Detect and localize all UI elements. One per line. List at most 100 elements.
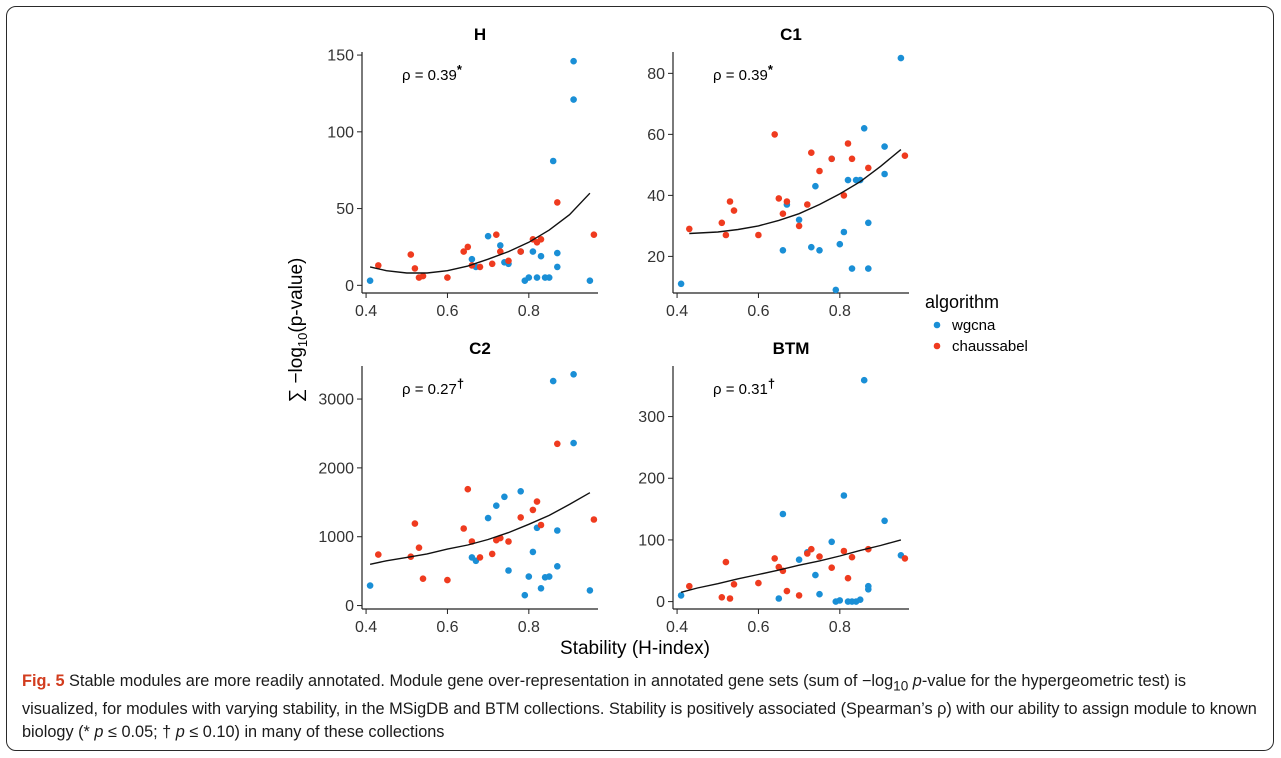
panel-btm-point-wgcna <box>779 510 787 518</box>
panel-c1-point-chaussabel <box>779 210 787 217</box>
legend-swatch-chaussabel <box>933 342 941 350</box>
panel-h-point-chaussabel <box>411 265 419 272</box>
panel-c1-point-chaussabel <box>686 225 693 233</box>
panel-c2-point-chaussabel <box>590 516 598 523</box>
panel-c1-point-wgcna <box>836 240 844 248</box>
panel-btm-point-chaussabel <box>804 550 811 557</box>
panel-h-point-chaussabel <box>464 243 472 251</box>
panel-c1-point-wgcna <box>812 182 819 190</box>
panel-h-point-wgcna <box>533 274 541 281</box>
panel-c2-rho-label: ρ = 0.27† <box>402 376 464 398</box>
panel-btm-point-chaussabel <box>718 594 726 601</box>
panel-btm-point-wgcna <box>828 538 835 546</box>
panel-c1-point-chaussabel <box>901 152 909 159</box>
panel-c2-point-chaussabel <box>415 544 423 551</box>
panel-btm-point-chaussabel <box>783 587 791 595</box>
panel-h-point-wgcna <box>570 96 577 103</box>
panel-c1-point-wgcna <box>856 176 864 184</box>
panel-h-point-chaussabel <box>517 248 524 255</box>
panel-h-point-chaussabel <box>493 231 500 238</box>
panel-c1-y-tick-label: 80 <box>647 66 665 83</box>
panel-c1-point-wgcna <box>881 143 888 150</box>
panel-btm-point-wgcna <box>795 556 803 563</box>
panel-c2-point-wgcna <box>505 567 512 574</box>
panel-c2-point-chaussabel <box>488 550 496 558</box>
panel-c2-point-wgcna <box>545 573 553 580</box>
caption-italic-p3: p <box>175 723 185 742</box>
panel-h-x-tick-label: 0.8 <box>518 303 540 320</box>
panel-h-point-wgcna <box>554 263 561 271</box>
panel-c1-rho-mark: * <box>768 62 774 77</box>
panel-c1-rho-label: ρ = 0.39* <box>713 62 774 84</box>
panel-c1-y-tick-label: 40 <box>647 188 665 205</box>
panel-btm-point-chaussabel <box>848 553 856 561</box>
caption-italic-p1: p <box>912 672 922 690</box>
panel-c2-x-tick-label: 0.4 <box>355 619 377 636</box>
panel-c2-point-wgcna <box>554 527 561 534</box>
panel-c1: C1 20 40 60 80 0.4 0.6 0.8 ρ = 0.39* <box>647 25 909 320</box>
panel-c1-fit-line <box>689 149 902 235</box>
caption-text-1: Stable modules are more readily annotate… <box>64 672 894 690</box>
panel-c1-x-tick-label: 0.8 <box>829 303 851 320</box>
panel-c1-point-chaussabel <box>775 195 783 202</box>
panel-h-y-tick-label: 50 <box>336 201 354 218</box>
panel-h-x-tick-label: 0.4 <box>355 303 377 320</box>
panel-c1-point-wgcna <box>832 286 840 294</box>
panel-h-fit-line <box>369 192 591 274</box>
caption-text-4: ≤ 0.05; † <box>103 723 176 742</box>
panel-btm-y-tick-label: 100 <box>638 532 665 549</box>
panel-c1-y-tick-label: 60 <box>647 127 665 144</box>
legend-entry-chaussabel: chaussabel <box>952 338 1028 355</box>
panel-c1-point-wgcna <box>779 247 787 254</box>
panel-c2-point-chaussabel <box>444 576 451 584</box>
panel-c1-point-chaussabel <box>808 149 815 156</box>
panel-btm-point-chaussabel <box>795 592 803 599</box>
panel-c1-point-wgcna <box>848 265 856 272</box>
panel-btm-rho-mark: † <box>768 376 775 391</box>
figure-caption: Fig. 5 Stable modules are more readily a… <box>22 670 1262 745</box>
panel-c1-point-chaussabel <box>844 140 852 147</box>
y-axis-label-suffix: (p-value) <box>286 258 307 333</box>
y-axis-label: ∑ −log10(p-value) <box>286 258 310 403</box>
panel-btm-point-wgcna <box>860 376 868 384</box>
caption-text-5: ≤ 0.10) in many of these collections <box>184 723 445 742</box>
panel-h-point-wgcna <box>366 277 374 285</box>
panel-c1-point-chaussabel <box>718 219 726 227</box>
panel-btm-point-chaussabel <box>755 579 762 587</box>
panel-c2-point-wgcna <box>570 439 577 447</box>
panel-c1-title: C1 <box>780 25 802 44</box>
panel-c1-point-wgcna <box>865 265 872 272</box>
panel-h-point-chaussabel <box>497 248 504 255</box>
panel-btm-point-chaussabel <box>686 582 693 590</box>
panel-h-point-chaussabel <box>407 251 415 258</box>
panel-c2-point-chaussabel <box>505 538 512 545</box>
panel-c2-point-wgcna <box>517 488 524 495</box>
panel-c2-point-chaussabel <box>476 554 484 561</box>
panel-h-point-wgcna <box>497 242 504 249</box>
panel-c2-point-wgcna <box>521 591 529 599</box>
panel-c2-x-tick-label: 0.6 <box>436 619 458 636</box>
panel-c2-y-tick-label: 0 <box>345 598 354 615</box>
panel-c1-x-tick-label: 0.6 <box>747 303 769 320</box>
panel-c1-point-chaussabel <box>816 167 823 175</box>
panel-h-point-chaussabel <box>375 262 382 269</box>
panel-btm-y-tick-label: 0 <box>656 594 665 611</box>
panel-h: H 0 50 100 150 0.4 0.6 0.8 ρ = 0.39* <box>327 25 598 320</box>
panel-btm-title: BTM <box>773 339 810 358</box>
panel-h-x-tick-label: 0.6 <box>436 303 458 320</box>
panel-c1-point-chaussabel <box>840 192 848 199</box>
panel-c2-point-wgcna <box>554 563 561 570</box>
panel-c1-point-wgcna <box>897 54 905 62</box>
panel-h-title: H <box>474 25 486 44</box>
panel-btm-point-chaussabel <box>828 564 835 571</box>
panel-c1-point-chaussabel <box>783 198 791 205</box>
panel-h-point-wgcna <box>529 248 537 255</box>
panel-btm-x-tick-label: 0.4 <box>666 619 688 636</box>
panel-c2-title: C2 <box>469 339 491 358</box>
panel-h-rho-label: ρ = 0.39* <box>402 62 463 84</box>
panel-c2-point-chaussabel <box>460 525 468 532</box>
panel-h-point-chaussabel <box>444 274 451 281</box>
panel-btm-point-wgcna <box>816 590 823 598</box>
panel-c2-point-wgcna <box>586 587 594 594</box>
